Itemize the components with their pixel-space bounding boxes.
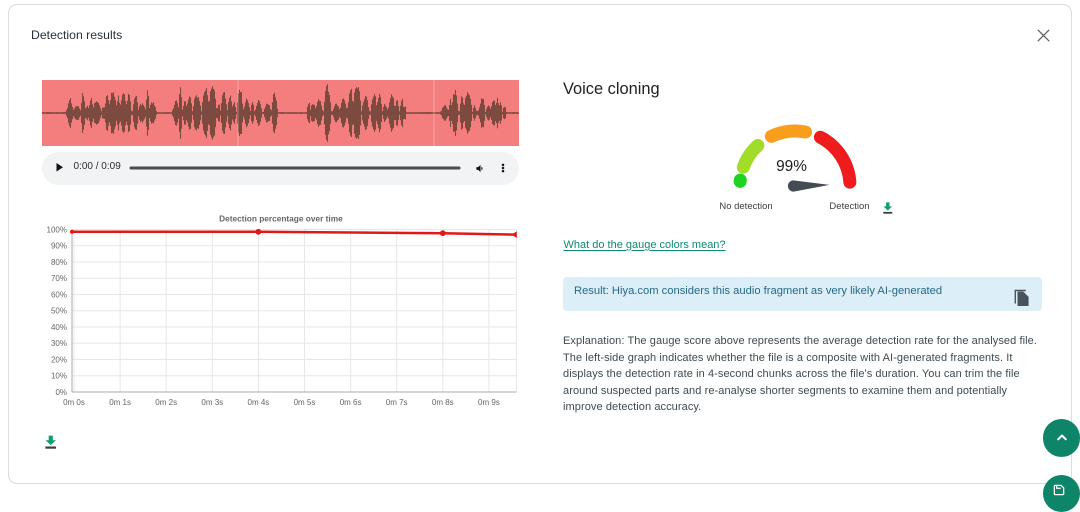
svg-text:60%: 60% <box>51 290 67 299</box>
svg-text:40%: 40% <box>51 323 67 332</box>
svg-text:50%: 50% <box>51 307 67 316</box>
svg-text:0m 7s: 0m 7s <box>386 398 408 407</box>
svg-text:30%: 30% <box>51 339 67 348</box>
svg-text:0m 4s: 0m 4s <box>248 398 270 407</box>
svg-text:0m 5s: 0m 5s <box>294 398 316 407</box>
svg-text:0m 1s: 0m 1s <box>109 398 131 407</box>
svg-text:10%: 10% <box>51 372 67 381</box>
svg-text:80%: 80% <box>51 258 67 267</box>
svg-text:0m 3s: 0m 3s <box>201 398 223 407</box>
svg-text:70%: 70% <box>51 274 67 283</box>
svg-text:0m 2s: 0m 2s <box>155 398 177 407</box>
svg-text:0%: 0% <box>55 388 67 397</box>
svg-text:0m 6s: 0m 6s <box>340 398 362 407</box>
svg-text:20%: 20% <box>51 355 67 364</box>
svg-text:90%: 90% <box>51 242 67 251</box>
svg-text:0m 9s: 0m 9s <box>478 398 500 407</box>
svg-text:100%: 100% <box>47 225 67 234</box>
svg-text:Detection percentage over time: Detection percentage over time <box>219 214 343 224</box>
svg-text:0m 8s: 0m 8s <box>432 398 454 407</box>
svg-text:0m 0s: 0m 0s <box>63 398 85 407</box>
